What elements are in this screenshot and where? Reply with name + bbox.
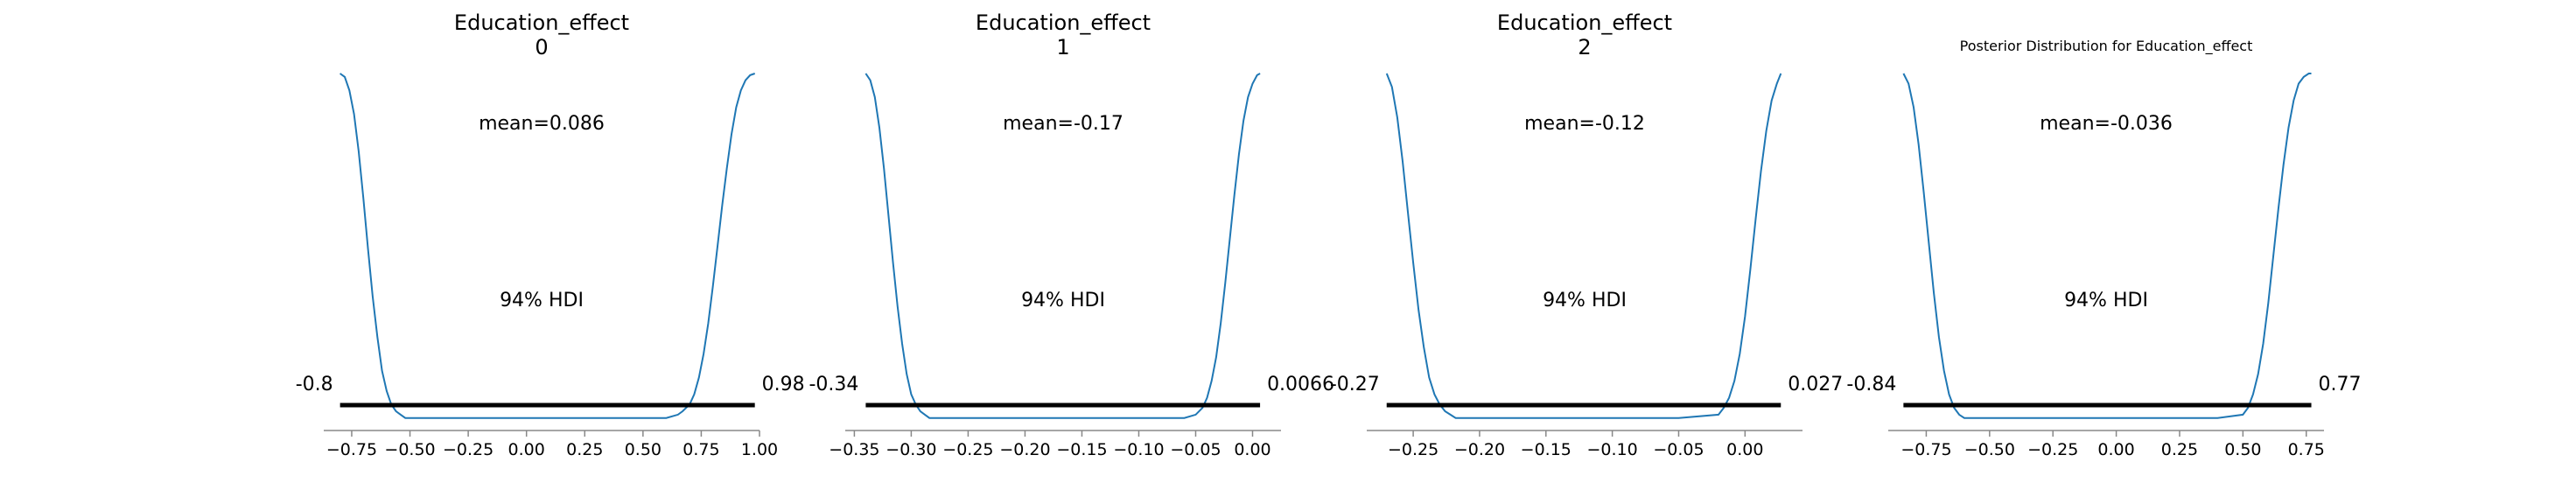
x-tick-label: 0.50: [625, 440, 662, 459]
x-tick-label: 0.25: [566, 440, 603, 459]
panel-1-subtitle: 1: [1056, 35, 1069, 60]
x-tick-label: 0.00: [1726, 440, 1763, 459]
x-tick-label: −0.25: [942, 440, 993, 459]
x-tick-label: −0.15: [1056, 440, 1107, 459]
hdi-low-label: -0.27: [1330, 374, 1380, 396]
x-tick-label: −0.25: [1388, 440, 1438, 459]
x-tick-label: 0.75: [682, 440, 719, 459]
hdi-low-label: -0.8: [296, 374, 333, 396]
x-tick-label: −0.10: [1113, 440, 1164, 459]
x-tick-label: −0.20: [999, 440, 1050, 459]
hdi-label: 94% HDI: [1021, 290, 1105, 312]
x-tick-label: −0.75: [326, 440, 377, 459]
mean-label: mean=-0.036: [2040, 113, 2173, 135]
x-tick-label: −0.35: [829, 440, 879, 459]
hdi-high-label: 0.77: [2319, 374, 2362, 396]
x-tick-label: 0.75: [2288, 440, 2325, 459]
hdi-low-label: -0.34: [808, 374, 858, 396]
panel-2-title: Education_effect: [1497, 10, 1672, 35]
hdi-high-label: 0.0066: [1267, 374, 1334, 396]
density-curve: [340, 73, 756, 419]
x-tick-label: −0.05: [1653, 440, 1704, 459]
x-tick-label: −0.50: [1964, 440, 2015, 459]
hdi-label: 94% HDI: [2064, 290, 2148, 312]
x-tick-label: −0.75: [1900, 440, 1951, 459]
density-curve: [864, 73, 1261, 419]
panel-1-title: Education_effect: [976, 10, 1151, 35]
hdi-low-label: -0.84: [1846, 374, 1896, 396]
panel-0-subtitle: 0: [535, 35, 548, 60]
x-tick-label: 1.00: [741, 440, 778, 459]
hdi-high-label: 0.027: [1788, 374, 1843, 396]
x-tick-label: −0.10: [1587, 440, 1638, 459]
x-tick-label: −0.05: [1170, 440, 1221, 459]
x-tick-label: −0.30: [886, 440, 936, 459]
panel-2-subtitle: 2: [1578, 35, 1591, 60]
x-tick-label: 0.50: [2224, 440, 2261, 459]
x-tick-label: 0.00: [508, 440, 545, 459]
mean-label: mean=-0.12: [1524, 113, 1645, 135]
hdi-high-label: 0.98: [762, 374, 805, 396]
density-curve: [1902, 73, 2312, 419]
x-tick-label: 0.00: [1234, 440, 1270, 459]
x-tick-label: −0.25: [2027, 440, 2078, 459]
x-tick-label: −0.20: [1454, 440, 1505, 459]
mean-label: mean=0.086: [479, 113, 605, 135]
x-tick-label: −0.15: [1521, 440, 1572, 459]
hdi-label: 94% HDI: [1543, 290, 1627, 312]
x-tick-label: 0.00: [2097, 440, 2134, 459]
panel-0-title: Education_effect: [454, 10, 629, 35]
x-tick-label: −0.25: [443, 440, 494, 459]
x-tick-label: 0.25: [2161, 440, 2198, 459]
density-curve: [1385, 73, 1782, 419]
mean-label: mean=-0.17: [1003, 113, 1124, 135]
x-tick-label: −0.50: [384, 440, 435, 459]
panel-3-title: Posterior Distribution for Education_eff…: [1960, 38, 2253, 55]
hdi-label: 94% HDI: [500, 290, 584, 312]
